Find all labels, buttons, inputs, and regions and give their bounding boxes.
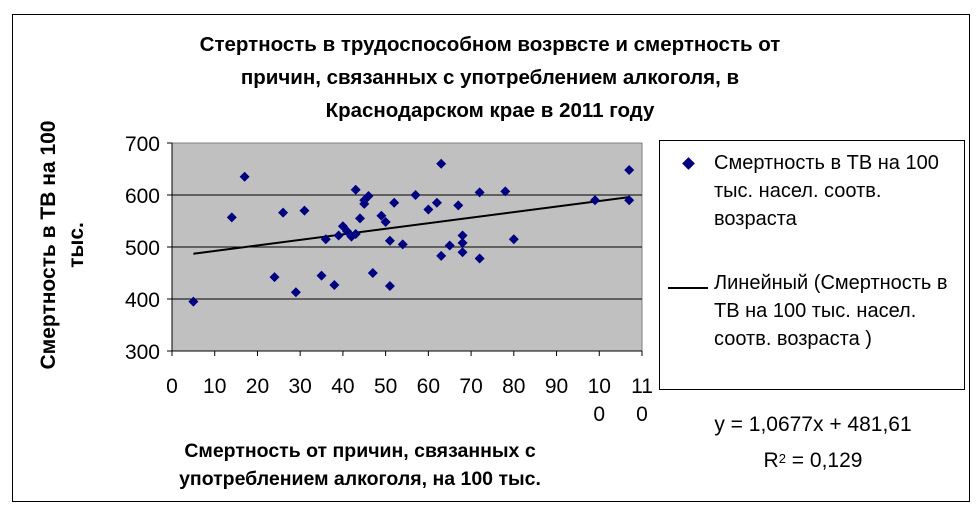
r-squared: R2 = 0,129 (660, 446, 966, 476)
data-point-14 (350, 184, 361, 195)
y-tick-label-2: 500 (125, 237, 160, 260)
legend-diamond-marker (682, 157, 695, 170)
data-point-4 (278, 207, 289, 218)
data-point-29 (431, 197, 442, 208)
data-point-24 (384, 281, 395, 291)
data-point-23 (384, 235, 395, 246)
data-point-5 (290, 287, 301, 298)
chart-title: Стертность в трудоспособном возрвсте и с… (199, 33, 781, 122)
data-point-34 (457, 230, 468, 241)
data-point-36 (457, 247, 468, 258)
x-tick-label-10: 10 0 (588, 375, 611, 426)
regression-equation: y = 1,0677x + 481,61 (714, 413, 912, 436)
r-squared-label: R (763, 449, 779, 472)
data-point-42 (624, 195, 635, 206)
data-point-38 (474, 187, 485, 198)
data-point-7 (316, 270, 327, 281)
x-tick-label-9: 90 (545, 375, 568, 398)
r-squared-value: = 0,129 (785, 449, 863, 472)
x-tick-label-11: 11 0 (631, 375, 653, 426)
data-point-20 (367, 268, 378, 278)
data-point-27 (410, 190, 421, 200)
x-tick-label-6: 60 (417, 375, 440, 398)
y-tick-label-0: 300 (125, 341, 160, 364)
data-point-2 (239, 171, 250, 182)
legend-trend-line (668, 287, 708, 289)
data-point-9 (329, 279, 340, 290)
data-point-6 (299, 205, 310, 216)
x-tick-label-2: 20 (246, 375, 269, 398)
y-tick-label-4: 700 (125, 133, 160, 156)
data-point-40 (508, 234, 519, 245)
data-point-43 (624, 165, 635, 176)
data-point-8 (320, 234, 331, 245)
y-tick-label-3: 600 (125, 185, 160, 208)
legend: Смертность в ТВ на 100 тыс. насел. соотв… (659, 140, 965, 390)
data-point-41 (590, 195, 600, 206)
x-tick-label-7: 70 (459, 375, 482, 398)
x-tick-label-8: 80 (502, 375, 525, 398)
data-point-32 (444, 240, 455, 251)
trend-line (193, 196, 630, 255)
data-point-0 (188, 296, 199, 307)
x-tick-label-1: 10 (203, 375, 226, 398)
data-point-30 (436, 158, 447, 169)
x-tick-label-3: 30 (289, 375, 312, 398)
data-point-3 (269, 272, 280, 283)
data-point-22 (380, 217, 391, 228)
x-tick-label-0: 0 (166, 375, 178, 398)
data-point-16 (355, 213, 365, 224)
data-point-26 (397, 239, 408, 250)
y-axis-label: Смертность в ТВ на 100 тыс. (37, 120, 88, 370)
data-point-28 (423, 204, 434, 215)
data-point-35 (457, 237, 468, 248)
data-point-19 (363, 191, 374, 202)
data-point-15 (350, 229, 361, 239)
data-point-39 (500, 186, 511, 197)
data-point-37 (474, 253, 485, 264)
y-tick-label-1: 400 (125, 289, 160, 312)
data-point-33 (453, 200, 464, 211)
x-tick-label-5: 50 (374, 375, 397, 398)
r-squared-exponent: 2 (778, 451, 786, 466)
legend-label-trendline: Линейный (Смертность в ТВ на 100 тыс. на… (714, 272, 948, 350)
data-point-31 (436, 250, 447, 261)
legend-label-scatter: Смертность в ТВ на 100 тыс. насел. соотв… (714, 152, 939, 230)
data-point-25 (389, 197, 400, 208)
x-axis-label: Смертность от причин, связанных с употре… (179, 440, 541, 490)
x-tick-label-4: 40 (331, 375, 354, 398)
data-point-21 (376, 210, 387, 221)
data-point-1 (226, 212, 237, 223)
data-point-10 (333, 230, 344, 241)
